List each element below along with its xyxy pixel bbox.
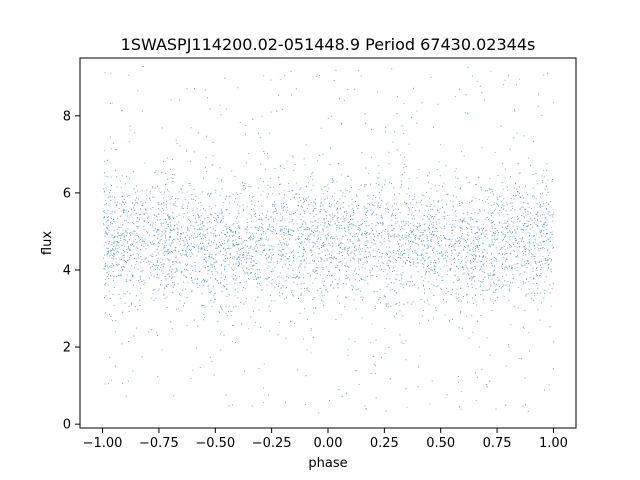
x-tick-label: 0.00 (314, 436, 343, 451)
y-tick-label: 2 (63, 341, 71, 356)
y-tick-label: 4 (63, 263, 71, 278)
x-axis-label: phase (308, 456, 347, 471)
x-tick-label: −0.25 (252, 436, 292, 451)
y-tick-label: 8 (63, 109, 71, 124)
x-tick-label: 0.50 (426, 436, 455, 451)
chart-title: 1SWASPJ114200.02-051448.9 Period 67430.0… (121, 35, 536, 54)
x-tick-label: −1.00 (83, 436, 123, 451)
x-tick-label: −0.50 (195, 436, 235, 451)
scatter-points (102, 65, 555, 414)
x-axis-ticks: −1.00 −0.75 −0.50 −0.25 0.00 0.25 0.50 0.75 1.00 (83, 428, 568, 451)
x-tick-label: −0.75 (139, 436, 179, 451)
y-tick-label: 0 (63, 418, 71, 433)
x-tick-label: 1.00 (539, 436, 568, 451)
y-axis-label: flux (40, 231, 55, 255)
y-tick-label: 6 (63, 186, 71, 201)
x-tick-label: 0.75 (483, 436, 512, 451)
plot-frame (79, 57, 577, 429)
x-tick-label: 0.25 (370, 436, 399, 451)
y-axis-ticks: 0 2 4 6 8 (63, 109, 80, 433)
plot-area (102, 65, 555, 414)
